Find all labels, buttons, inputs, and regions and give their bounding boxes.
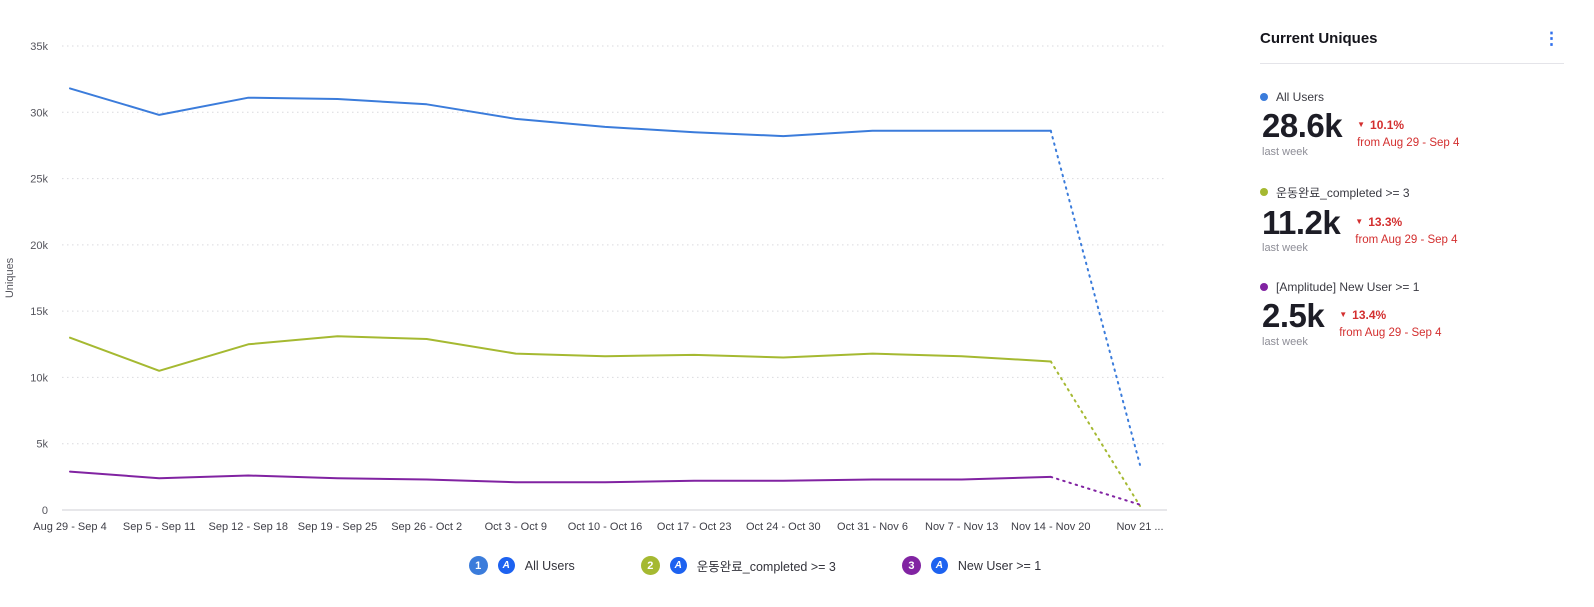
series-name: 운동완료_completed >= 3 [1276, 185, 1410, 200]
legend-number-badge: 1 [468, 556, 488, 575]
x-tick-label: Nov 7 - Nov 13 [925, 521, 998, 533]
y-tick-label: 5k [36, 439, 48, 451]
x-tick-label: Oct 3 - Oct 9 [485, 521, 547, 533]
series-period: last week [1262, 242, 1308, 255]
series-color-dot [1260, 93, 1268, 101]
series-change-percent: 13.4% [1352, 308, 1387, 323]
amplitude-icon: A [669, 557, 687, 574]
series-name: All Users [1276, 90, 1325, 104]
series-stats: 28.6k last week ▼ 10.1% from Aug 29 - Se… [1260, 107, 1564, 158]
value-column: 28.6k last week [1262, 107, 1343, 158]
series-summary: [Amplitude] New User >= 1 2.5k last week… [1260, 280, 1564, 348]
series-change-percent: 10.1% [1370, 118, 1405, 132]
change-column: ▼ 10.1% from Aug 29 - Sep 4 [1357, 109, 1459, 149]
series-line-dotted[interactable] [1049, 360, 1141, 507]
legend-number-badge: 2 [640, 556, 660, 575]
series-head: [Amplitude] New User >= 1 [1260, 280, 1564, 294]
amplitude-icon: A [930, 557, 948, 574]
y-tick-label: 35k [30, 41, 48, 53]
x-tick-label: Sep 19 - Sep 25 [298, 521, 378, 533]
x-tick-label: Oct 17 - Oct 23 [657, 521, 732, 533]
y-tick-label: 30k [30, 107, 48, 119]
change-row: ▼ 13.3% [1355, 215, 1457, 229]
series-summary: All Users 28.6k last week ▼ 10.1% from A… [1260, 90, 1564, 158]
legend-number-badge: 3 [901, 556, 921, 575]
change-column: ▼ 13.3% from Aug 29 - Sep 4 [1355, 206, 1457, 246]
y-tick-label: 10k [30, 372, 48, 384]
current-uniques-panel: Current Uniques ⋮ All Users 28.6k last w… [1260, 0, 1594, 607]
chart-legend: 1 A All Users 2 A 운동완료_completed >= 3 3 … [165, 556, 1345, 575]
series-period: last week [1262, 335, 1308, 348]
series-line[interactable] [69, 470, 1052, 484]
x-tick-label: Sep 26 - Oct 2 [391, 521, 462, 533]
x-tick-label: Aug 29 - Sep 4 [33, 521, 106, 533]
change-row: ▼ 13.4% [1339, 308, 1441, 322]
series-period: last week [1262, 145, 1308, 158]
series-change-from: from Aug 29 - Sep 4 [1355, 233, 1458, 246]
series-head: 운동완료_completed >= 3 [1260, 184, 1564, 201]
y-tick-label: 15k [30, 306, 48, 318]
kebab-menu-icon[interactable]: ⋮ [1543, 29, 1560, 48]
series-stats: 11.2k last week ▼ 13.3% from Aug 29 - Se… [1260, 203, 1564, 255]
change-row: ▼ 10.1% [1357, 118, 1459, 132]
down-triangle-icon: ▼ [1339, 310, 1348, 320]
uniques-line-chart[interactable]: 0 5k 10k 15k 20k 25k 30k 35k Aug 29 - Sep 4 Sep 5… [0, 0, 1180, 540]
y-tick-label: 25k [30, 174, 48, 186]
x-tick-label: Sep 12 - Sep 18 [209, 521, 289, 533]
series-stats: 2.5k last week ▼ 13.4% from Aug 29 - Sep… [1260, 299, 1564, 348]
series-line[interactable] [69, 335, 1052, 372]
series-value: 28.6k [1262, 107, 1343, 144]
series-color-dot [1260, 188, 1268, 197]
down-triangle-icon: ▼ [1357, 120, 1366, 129]
legend-item[interactable]: 3 A New User >= 1 [901, 556, 1042, 575]
series-line-dotted[interactable] [1049, 475, 1141, 506]
series-head: All Users [1260, 90, 1564, 104]
series-change-from: from Aug 29 - Sep 4 [1339, 327, 1442, 340]
value-column: 11.2k last week [1262, 203, 1341, 255]
legend-item[interactable]: 1 A All Users [468, 556, 575, 575]
x-tick-label: Oct 10 - Oct 16 [568, 521, 643, 533]
panel-header: Current Uniques ⋮ [1260, 28, 1564, 64]
legend-label: New User >= 1 [957, 558, 1042, 573]
chart-section: 0 5k 10k 15k 20k 25k 30k 35k Aug 29 - Sep 4 Sep 5… [0, 0, 1180, 575]
legend-label: 운동완료_completed >= 3 [696, 560, 836, 574]
y-axis-title: Uniques [4, 257, 16, 298]
series-line-dotted[interactable] [1049, 129, 1141, 466]
x-tick-label: Oct 31 - Nov 6 [837, 521, 908, 533]
series-change-percent: 13.3% [1368, 214, 1403, 229]
legend-label: All Users [524, 558, 575, 573]
change-column: ▼ 13.4% from Aug 29 - Sep 4 [1339, 299, 1441, 339]
panel-body: All Users 28.6k last week ▼ 10.1% from A… [1260, 90, 1564, 348]
series-value: 2.5k [1262, 297, 1325, 335]
series-value: 11.2k [1262, 203, 1341, 241]
y-tick-label: 0 [42, 505, 48, 517]
value-column: 2.5k last week [1262, 297, 1325, 348]
amplitude-icon: A [497, 557, 515, 574]
series-color-dot [1260, 283, 1268, 292]
down-triangle-icon: ▼ [1355, 216, 1364, 226]
series-summary: 운동완료_completed >= 3 11.2k last week ▼ 13… [1260, 184, 1564, 255]
panel-title: Current Uniques [1260, 30, 1378, 47]
x-tick-label: Sep 5 - Sep 11 [123, 521, 196, 533]
series-name: [Amplitude] New User >= 1 [1276, 280, 1420, 295]
legend-item[interactable]: 2 A 운동완료_completed >= 3 [640, 556, 836, 575]
x-tick-label: Nov 21 ... [1116, 521, 1163, 533]
y-tick-label: 20k [30, 240, 48, 252]
x-tick-label: Nov 14 - Nov 20 [1011, 521, 1090, 533]
x-tick-label: Oct 24 - Oct 30 [746, 521, 821, 533]
series-change-from: from Aug 29 - Sep 4 [1357, 137, 1460, 149]
series-line[interactable] [69, 87, 1052, 138]
